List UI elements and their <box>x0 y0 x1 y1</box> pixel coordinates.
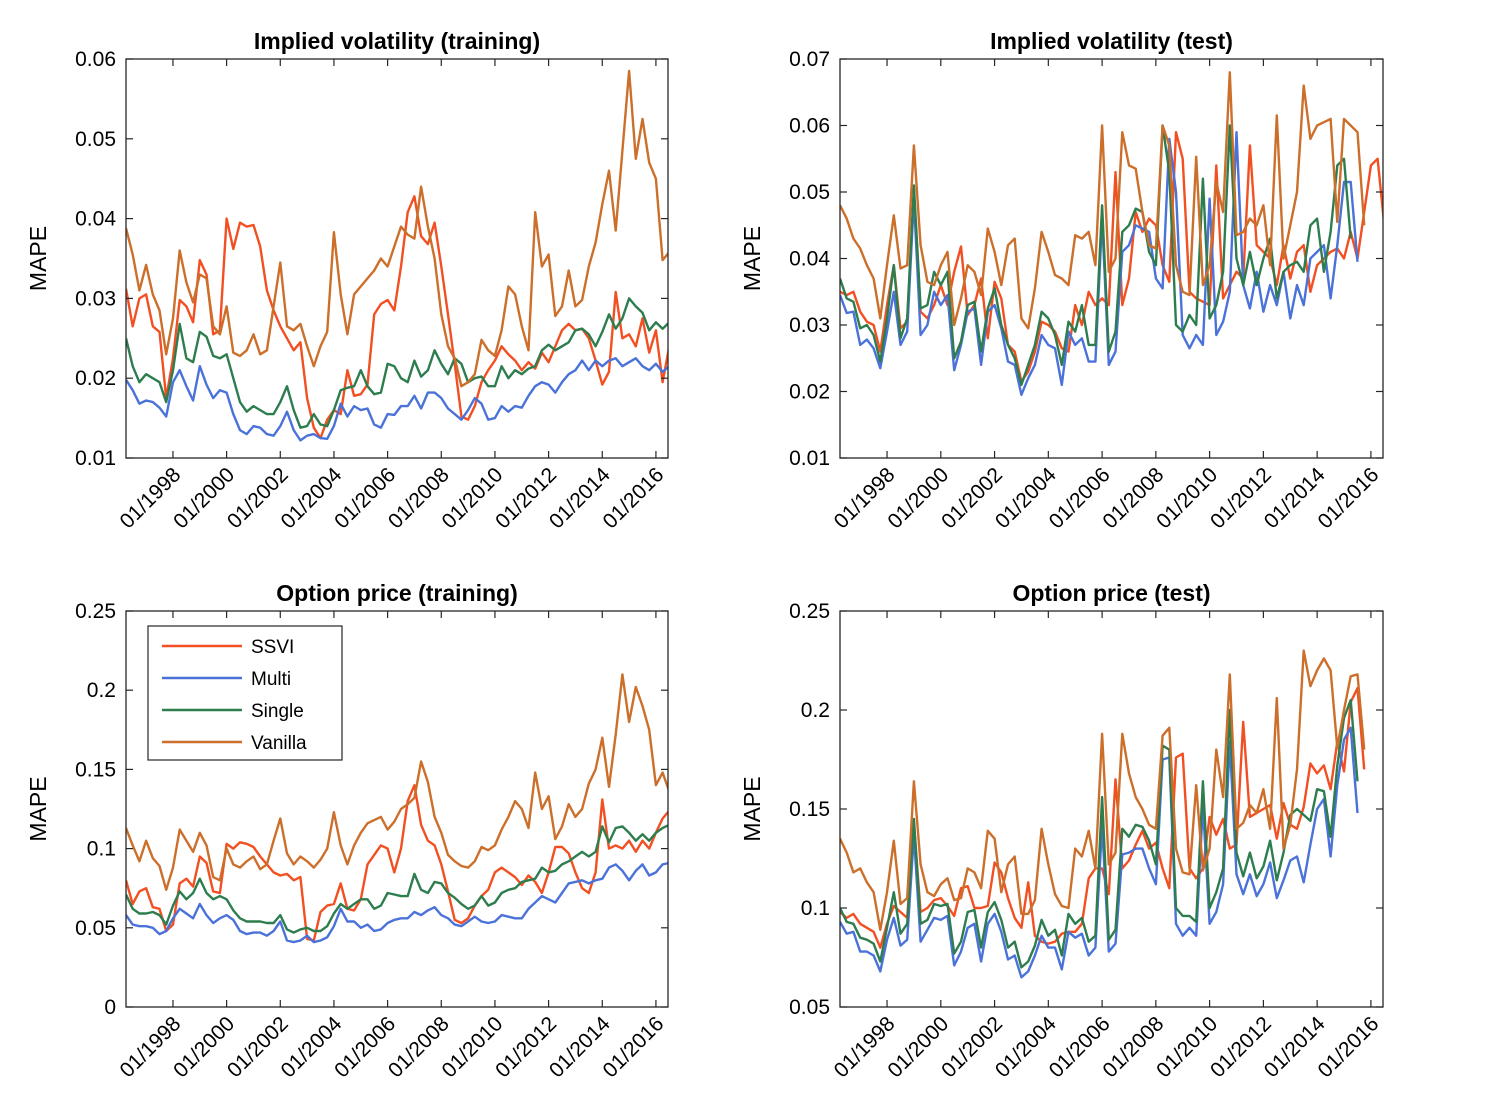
series-group <box>126 69 668 442</box>
chart-title: Option price (test) <box>1012 580 1210 606</box>
y-tick-label: 0.04 <box>789 248 830 271</box>
series-group <box>840 71 1383 396</box>
y-axis-label: MAPE <box>739 226 765 291</box>
legend-label-ssvi: SSVI <box>251 637 294 658</box>
series-line-vanilla <box>126 673 668 891</box>
y-tick-label: 0.05 <box>789 996 830 1019</box>
y-tick-label: 0.06 <box>75 48 116 71</box>
series-line-vanilla <box>126 69 668 388</box>
x-tick-label: 01/2016 <box>1313 1012 1383 1082</box>
series-line-vanilla <box>840 71 1366 330</box>
series-line-single <box>840 698 1359 969</box>
legend-label-multi: Multi <box>251 669 291 690</box>
legend-label-single: Single <box>251 701 304 722</box>
x-tick-label: 01/2016 <box>1313 463 1383 533</box>
y-axis-label: MAPE <box>739 776 765 841</box>
legend-box <box>147 625 343 761</box>
y-tick-label: 0.1 <box>87 838 116 861</box>
y-tick-label: 0.04 <box>75 208 116 231</box>
y-tick-label: 0.15 <box>789 798 830 821</box>
y-axis-label: MAPE <box>25 226 51 291</box>
y-tick-label: 0.03 <box>75 287 116 310</box>
series-line-multi <box>126 357 668 442</box>
series-line-multi <box>126 861 668 944</box>
legend: SSVI Multi Single Vanilla <box>147 625 343 761</box>
series-line-single <box>840 124 1352 387</box>
series-line-ssvi <box>840 687 1366 949</box>
series-line-single <box>126 297 668 429</box>
y-tick-label: 0.15 <box>75 758 116 781</box>
y-tick-label: 0.1 <box>801 897 830 920</box>
y-axis-label: MAPE <box>25 776 51 841</box>
chart-panel-1: 0.010.020.030.040.050.0601/199801/200001… <box>25 28 669 533</box>
y-tick-label: 0.2 <box>87 679 116 702</box>
series-group <box>126 673 668 944</box>
legend-label-vanilla: Vanilla <box>251 733 307 754</box>
series-line-vanilla <box>840 649 1366 931</box>
y-tick-label: 0.02 <box>75 367 116 390</box>
axes-box <box>125 610 669 1008</box>
y-tick-label: 0.25 <box>75 600 116 623</box>
y-tick-label: 0.07 <box>789 48 830 71</box>
y-tick-label: 0.02 <box>789 381 830 404</box>
y-tick-label: 0.06 <box>789 115 830 138</box>
y-tick-label: 0.05 <box>789 181 830 204</box>
y-tick-label: 0.2 <box>801 699 830 722</box>
chart-title: Implied volatility (training) <box>254 28 540 54</box>
y-tick-label: 0.01 <box>789 447 830 470</box>
y-tick-label: 0.01 <box>75 447 116 470</box>
chart-panel-3: 00.050.10.150.20.2501/199801/200001/2002… <box>25 580 669 1082</box>
chart-title: Implied volatility (test) <box>990 28 1233 54</box>
chart-panel-4: 0.050.10.150.20.2501/199801/200001/20020… <box>739 580 1384 1082</box>
series-group <box>840 649 1366 979</box>
chart-panel-2: 0.010.020.030.040.050.060.0701/199801/20… <box>739 28 1384 533</box>
y-tick-label: 0.05 <box>75 128 116 151</box>
series-line-single <box>126 824 668 934</box>
y-tick-label: 0.03 <box>789 314 830 337</box>
axes-box <box>125 58 669 459</box>
y-tick-label: 0.05 <box>75 917 116 940</box>
chart-title: Option price (training) <box>276 580 518 606</box>
series-line-ssvi <box>126 195 668 440</box>
y-tick-label: 0.25 <box>789 600 830 623</box>
y-tick-label: 0 <box>104 996 116 1019</box>
